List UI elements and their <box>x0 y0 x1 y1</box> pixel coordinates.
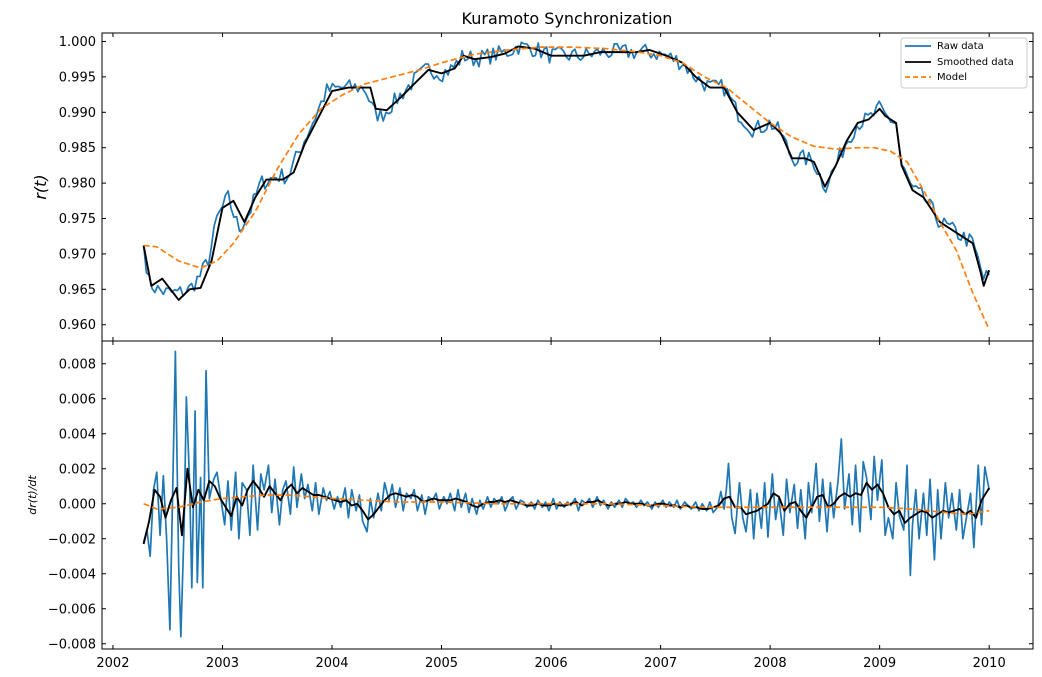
bottom-y-tick-label: −0.004 <box>48 567 96 582</box>
top-series-model <box>143 46 990 331</box>
chart-title: Kuramoto Synchronization <box>462 9 673 28</box>
legend-label-model: Model <box>937 72 967 83</box>
bottom-y-tick-label: 0.008 <box>59 357 96 372</box>
legend-label-raw: Raw data <box>937 41 984 52</box>
top-y-tick-label: 0.975 <box>59 212 96 227</box>
x-tick-label: 2006 <box>535 656 568 671</box>
x-tick-label: 2002 <box>96 656 129 671</box>
bottom-y-tick-label: −0.006 <box>48 602 96 617</box>
bottom-y-tick-label: −0.002 <box>48 532 96 547</box>
bottom-series-group <box>142 350 991 638</box>
x-tick-label: 2008 <box>754 656 787 671</box>
legend-label-smoothed: Smoothed data <box>937 57 1014 68</box>
top-y-tick-label: 0.990 <box>59 106 96 121</box>
x-tick-label: 2003 <box>206 656 239 671</box>
x-tick-label: 2009 <box>863 656 896 671</box>
top-y-axis-label: r(t) <box>31 174 50 199</box>
top-series-smoothed-data <box>142 45 991 301</box>
legend: Raw data Smoothed data Model <box>900 37 1028 89</box>
x-tick-label: 2004 <box>315 656 348 671</box>
bottom-y-axis-label: dr(t)/dt <box>26 475 39 515</box>
top-y-tick-label: 1.000 <box>59 35 96 50</box>
top-y-tick-label: 0.970 <box>59 247 96 262</box>
bottom-y-tick-label: 0.000 <box>59 497 96 512</box>
bottom-series-model <box>143 494 990 516</box>
x-tick-label: 2010 <box>973 656 1006 671</box>
x-tick-label: 2007 <box>644 656 677 671</box>
top-series-group <box>142 41 991 331</box>
legend-box <box>900 37 1028 89</box>
bottom-y-tick-label: −0.008 <box>48 637 96 652</box>
bottom-y-axis: −0.008 −0.006 −0.004 −0.002 0.000 0.002 0.004 0… <box>48 357 1033 652</box>
top-series-raw-data <box>142 41 990 297</box>
top-x-ticks <box>112 33 990 341</box>
bottom-panel: −0.008 −0.006 −0.004 −0.002 0.000 0.002 0.004 0… <box>26 340 1034 671</box>
x-tick-label: 2005 <box>425 656 458 671</box>
bottom-plot-frame <box>101 340 1034 650</box>
bottom-series-smoothed-data <box>142 467 990 545</box>
bottom-y-tick-label: 0.002 <box>59 462 96 477</box>
top-plot-frame <box>101 32 1034 342</box>
top-y-tick-label: 0.960 <box>59 318 96 333</box>
top-y-axis: 0.960 0.965 0.970 0.975 0.980 0.985 0.990 0.995… <box>59 35 1033 333</box>
bottom-y-tick-label: 0.004 <box>59 427 96 442</box>
top-y-tick-label: 0.965 <box>59 283 96 298</box>
top-y-tick-label: 0.985 <box>59 141 96 156</box>
top-y-tick-label: 0.980 <box>59 177 96 192</box>
bottom-y-tick-label: 0.006 <box>59 392 96 407</box>
bottom-x-axis: 2002 2003 2004 2005 2006 2007 2008 2009 2010 <box>96 341 1006 671</box>
top-y-tick-label: 0.995 <box>59 70 96 85</box>
top-panel: 0.960 0.965 0.970 0.975 0.980 0.985 0.990 0.995… <box>31 32 1034 342</box>
